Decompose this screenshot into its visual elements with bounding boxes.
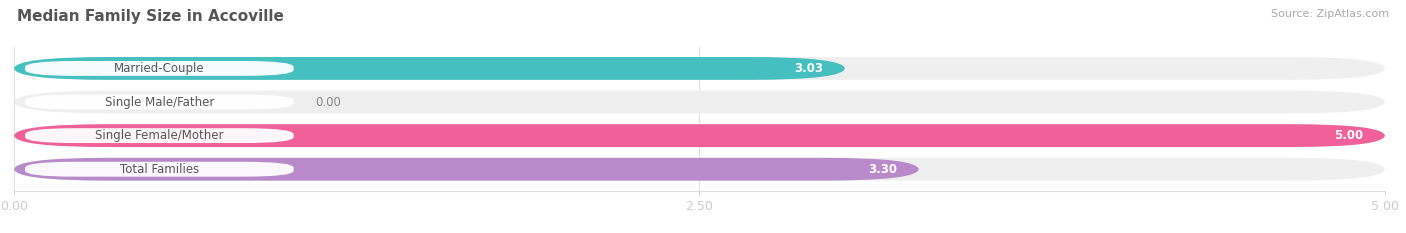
FancyBboxPatch shape <box>25 162 294 177</box>
FancyBboxPatch shape <box>14 158 1385 181</box>
Text: Median Family Size in Accoville: Median Family Size in Accoville <box>17 9 284 24</box>
FancyBboxPatch shape <box>25 128 294 143</box>
FancyBboxPatch shape <box>14 57 1385 80</box>
Text: 3.30: 3.30 <box>868 163 897 176</box>
Text: Single Female/Mother: Single Female/Mother <box>96 129 224 142</box>
Text: Source: ZipAtlas.com: Source: ZipAtlas.com <box>1271 9 1389 19</box>
FancyBboxPatch shape <box>14 57 845 80</box>
Text: 5.00: 5.00 <box>1334 129 1362 142</box>
FancyBboxPatch shape <box>25 61 294 76</box>
FancyBboxPatch shape <box>14 124 1385 147</box>
Text: Total Families: Total Families <box>120 163 200 176</box>
Text: 0.00: 0.00 <box>316 96 342 109</box>
Text: Married-Couple: Married-Couple <box>114 62 205 75</box>
Text: 3.03: 3.03 <box>794 62 823 75</box>
FancyBboxPatch shape <box>14 91 1385 113</box>
FancyBboxPatch shape <box>14 158 920 181</box>
Text: Single Male/Father: Single Male/Father <box>104 96 214 109</box>
FancyBboxPatch shape <box>25 95 294 110</box>
FancyBboxPatch shape <box>14 124 1385 147</box>
